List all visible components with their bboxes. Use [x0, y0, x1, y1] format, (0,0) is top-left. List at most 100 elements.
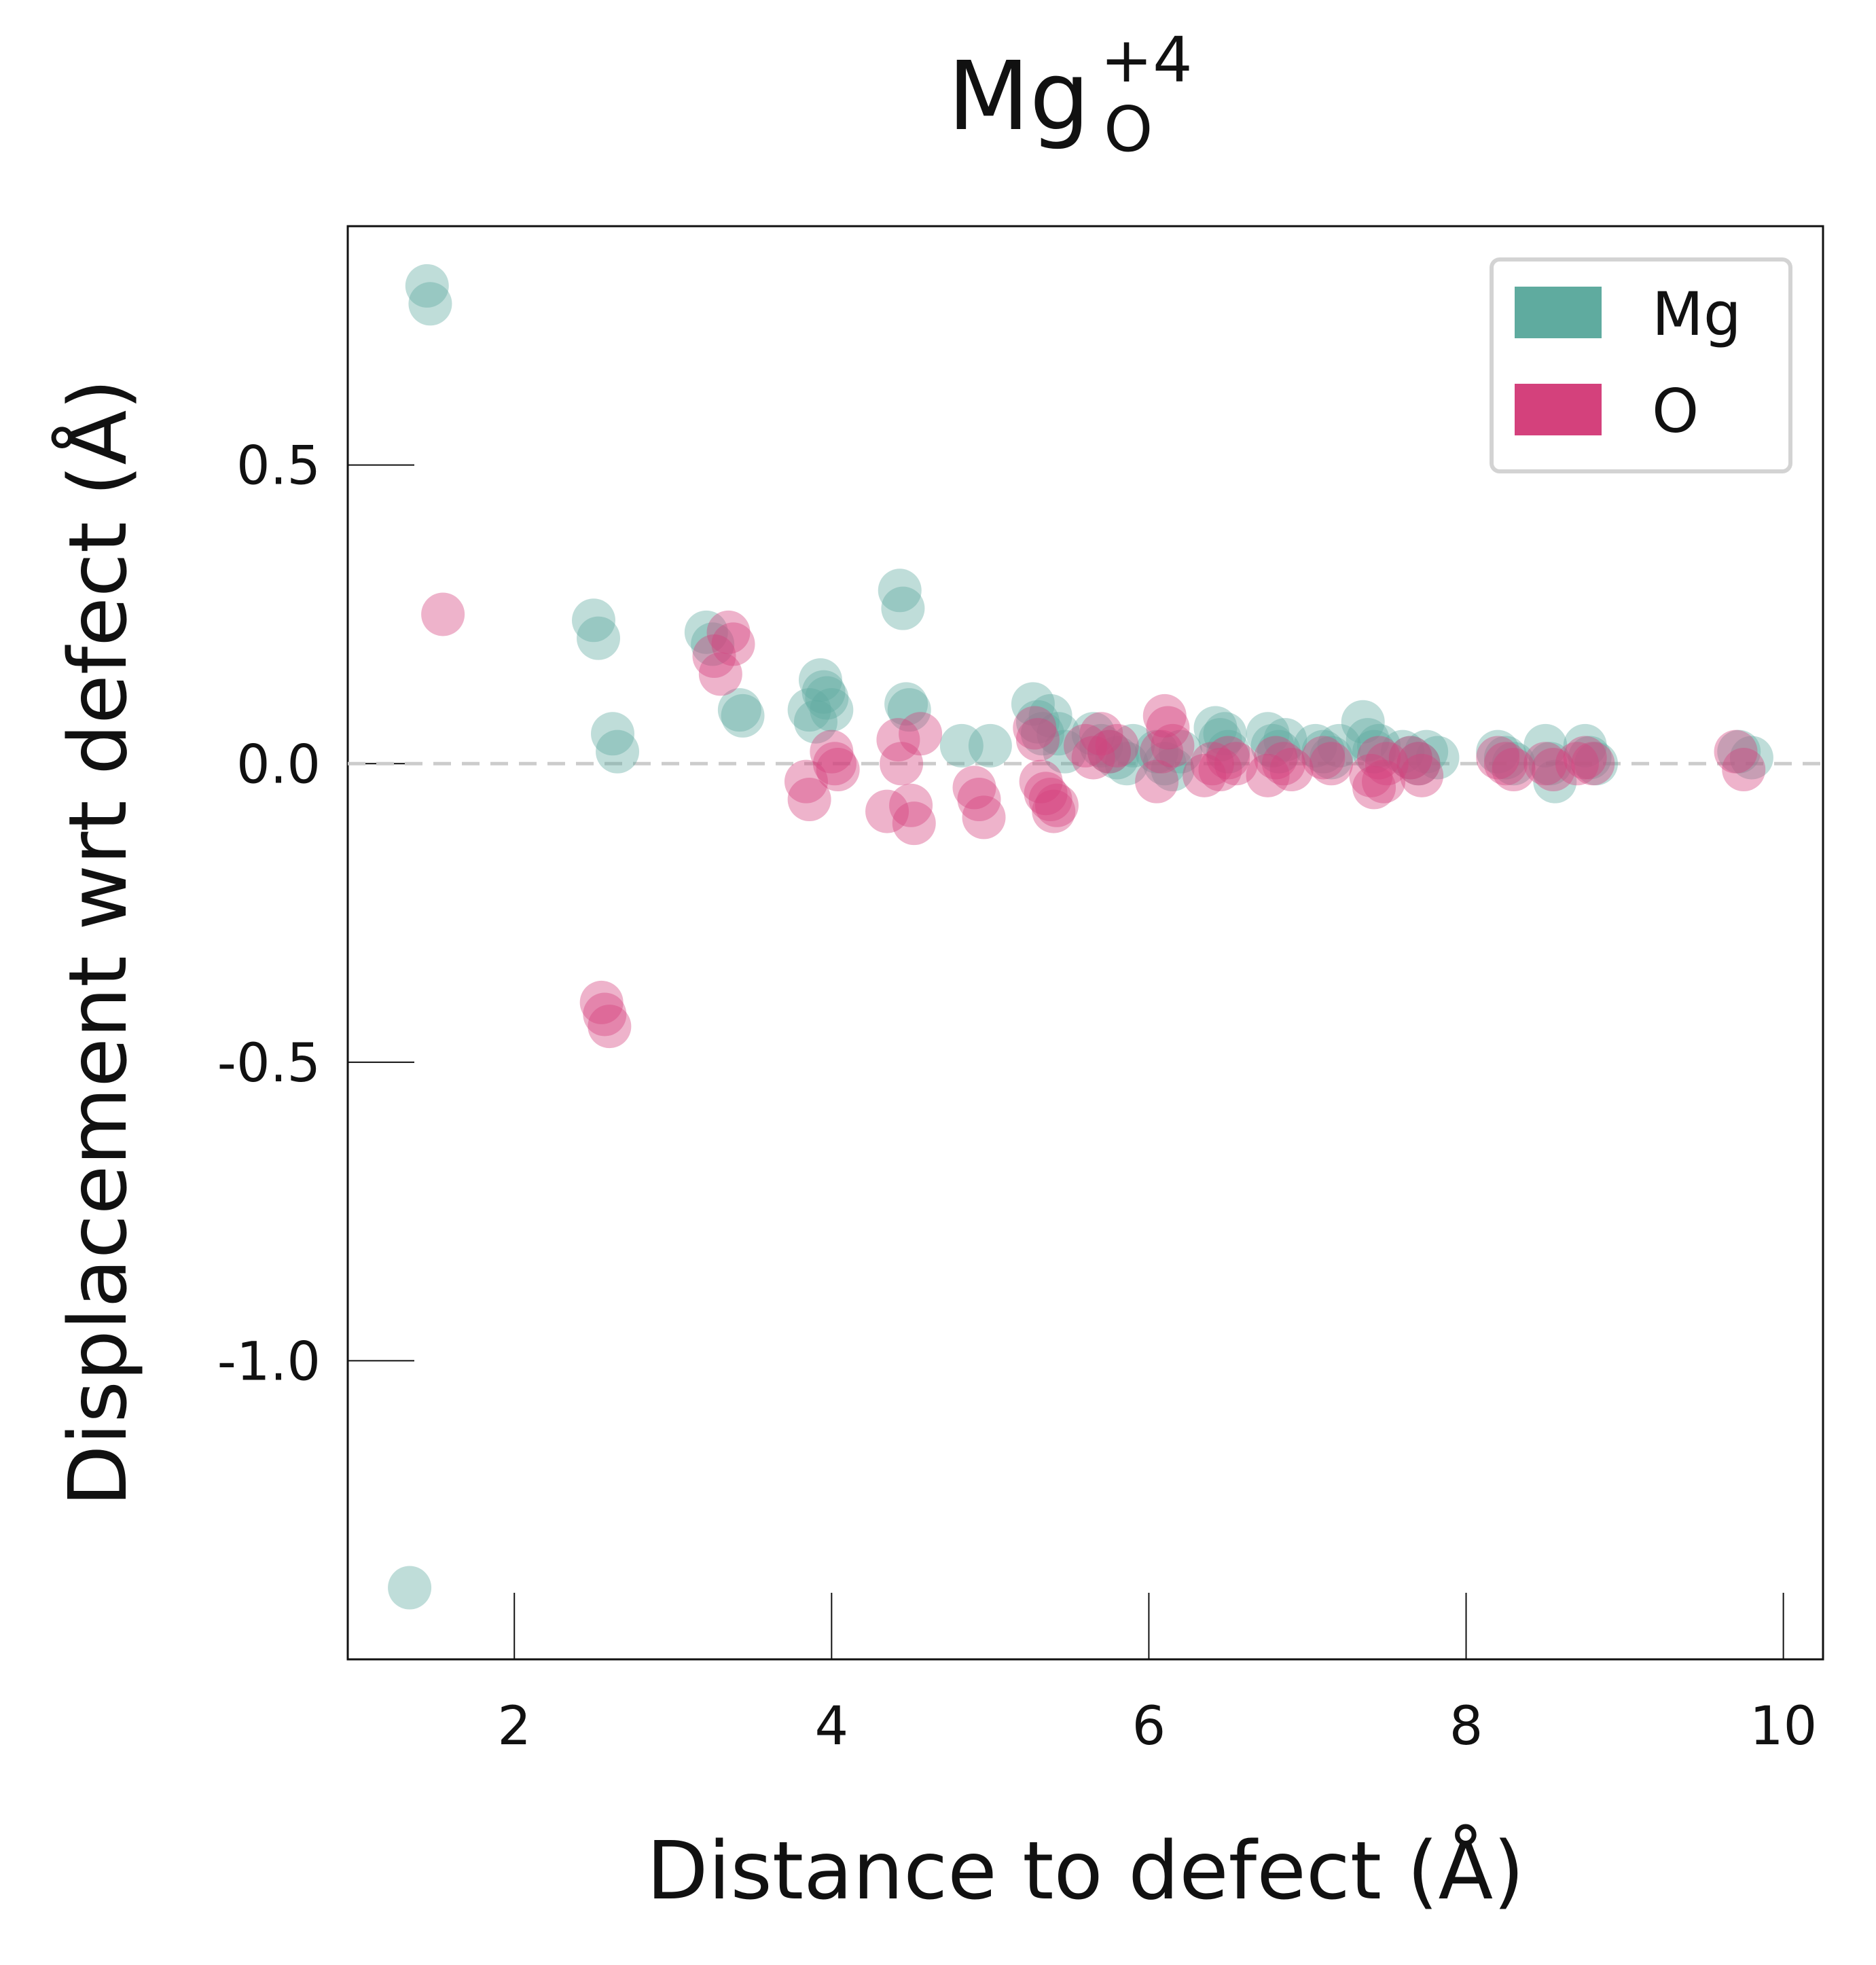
data-point-mg: [1257, 729, 1301, 774]
data-point-mg: [1476, 729, 1520, 774]
data-point-o: [784, 759, 828, 804]
data-point-o: [1198, 748, 1242, 792]
data-point-mg: [1011, 682, 1055, 726]
data-point-o: [892, 801, 936, 846]
data-point-mg: [1523, 723, 1568, 768]
data-point-o: [1352, 765, 1396, 810]
data-point-o: [1190, 742, 1234, 786]
legend-label-o: O: [1652, 376, 1699, 446]
data-point-mg: [1396, 742, 1441, 786]
data-point-mg: [887, 688, 931, 732]
data-point-o: [1019, 759, 1063, 804]
data-point-o: [1400, 753, 1444, 797]
data-point-o: [1135, 759, 1179, 804]
data-point-mg: [1405, 729, 1449, 774]
data-point-o: [787, 778, 831, 821]
title-superscript: +4: [1100, 24, 1193, 96]
data-point-o: [952, 765, 996, 810]
legend-swatch-mg: [1515, 287, 1602, 338]
data-point-mg: [1317, 723, 1361, 768]
data-point-o: [1722, 748, 1766, 792]
data-point-mg: [798, 658, 842, 702]
data-point-mg: [1568, 736, 1612, 780]
data-point-o: [1571, 742, 1615, 786]
data-point-o: [698, 652, 742, 696]
y-axis-title: Displacement wrt defect (Å): [51, 379, 145, 1507]
data-point-mg: [1104, 742, 1149, 786]
data-point-mg: [1071, 712, 1115, 756]
data-point-mg: [1352, 729, 1396, 774]
data-point-mg: [1015, 700, 1060, 744]
data-point-o: [579, 980, 624, 1024]
data-point-o: [1476, 736, 1520, 780]
legend-label-mg: Mg: [1652, 279, 1742, 349]
data-point-o: [1087, 729, 1132, 774]
x-tick-label: 8: [1449, 1696, 1483, 1757]
data-point-mg: [1381, 729, 1425, 774]
series-mg: [388, 264, 1773, 1610]
data-point-o: [588, 1005, 632, 1049]
data-point-mg: [1483, 736, 1528, 780]
data-point-mg: [1036, 712, 1081, 756]
data-point-o: [880, 742, 924, 786]
data-point-o: [1483, 742, 1528, 786]
data-point-o: [1254, 736, 1298, 780]
data-point-mg: [1043, 729, 1087, 774]
data-point-mg: [691, 622, 735, 666]
data-point-mg: [1533, 759, 1577, 804]
data-point-mg: [1729, 736, 1773, 780]
data-point-mg: [591, 712, 635, 756]
data-point-o: [1140, 729, 1184, 774]
data-point-mg: [1310, 736, 1353, 780]
data-point-mg: [1087, 729, 1132, 774]
data-point-o: [1563, 736, 1607, 780]
data-point-o: [1357, 736, 1401, 780]
data-point-mg: [405, 264, 449, 308]
data-point-o: [1714, 729, 1758, 774]
data-point-mg: [1574, 742, 1619, 786]
data-point-o: [1015, 718, 1060, 762]
data-point-mg: [787, 688, 831, 732]
data-point-o: [1301, 736, 1346, 780]
x-tick-label: 4: [815, 1696, 849, 1757]
data-point-o: [1214, 742, 1258, 786]
data-point-o: [1523, 742, 1568, 786]
data-point-o: [1388, 736, 1432, 780]
data-point-o: [1028, 778, 1072, 821]
data-point-mg: [1717, 729, 1761, 774]
data-point-o: [711, 622, 755, 666]
data-point-mg: [721, 693, 765, 738]
data-point-o: [1206, 736, 1250, 780]
data-point-o: [889, 783, 933, 827]
data-point-o: [812, 742, 856, 786]
data-point-o: [899, 712, 943, 756]
data-point-o: [810, 729, 854, 774]
data-point-o: [1064, 723, 1107, 768]
data-point-mg: [1203, 712, 1247, 756]
data-point-o: [1146, 706, 1190, 750]
data-point-o: [1013, 706, 1057, 750]
data-point-mg: [810, 688, 854, 732]
data-point-mg: [1415, 736, 1460, 780]
x-axis-title: Distance to defect (Å): [647, 1824, 1525, 1917]
data-point-mg: [1388, 736, 1432, 780]
legend: Mg O: [1490, 257, 1792, 473]
data-point-o: [1095, 723, 1139, 768]
data-point-o: [957, 778, 1001, 821]
data-point-o: [1034, 783, 1079, 827]
data-point-o: [1183, 753, 1227, 797]
data-point-mg: [1206, 729, 1250, 774]
data-point-mg: [878, 569, 922, 613]
data-point-mg: [1020, 712, 1064, 756]
data-point-mg: [1193, 706, 1238, 750]
data-point-mg: [1346, 718, 1390, 762]
y-tick-label: -1.0: [217, 1331, 321, 1392]
data-point-mg: [596, 729, 640, 774]
data-point-mg: [1095, 736, 1139, 780]
data-point-o: [876, 718, 920, 762]
data-point-mg: [1301, 729, 1346, 774]
data-point-o: [1365, 742, 1409, 786]
data-point-mg: [1341, 700, 1385, 744]
data-point-mg: [1357, 723, 1401, 768]
data-point-mg: [388, 1566, 432, 1610]
